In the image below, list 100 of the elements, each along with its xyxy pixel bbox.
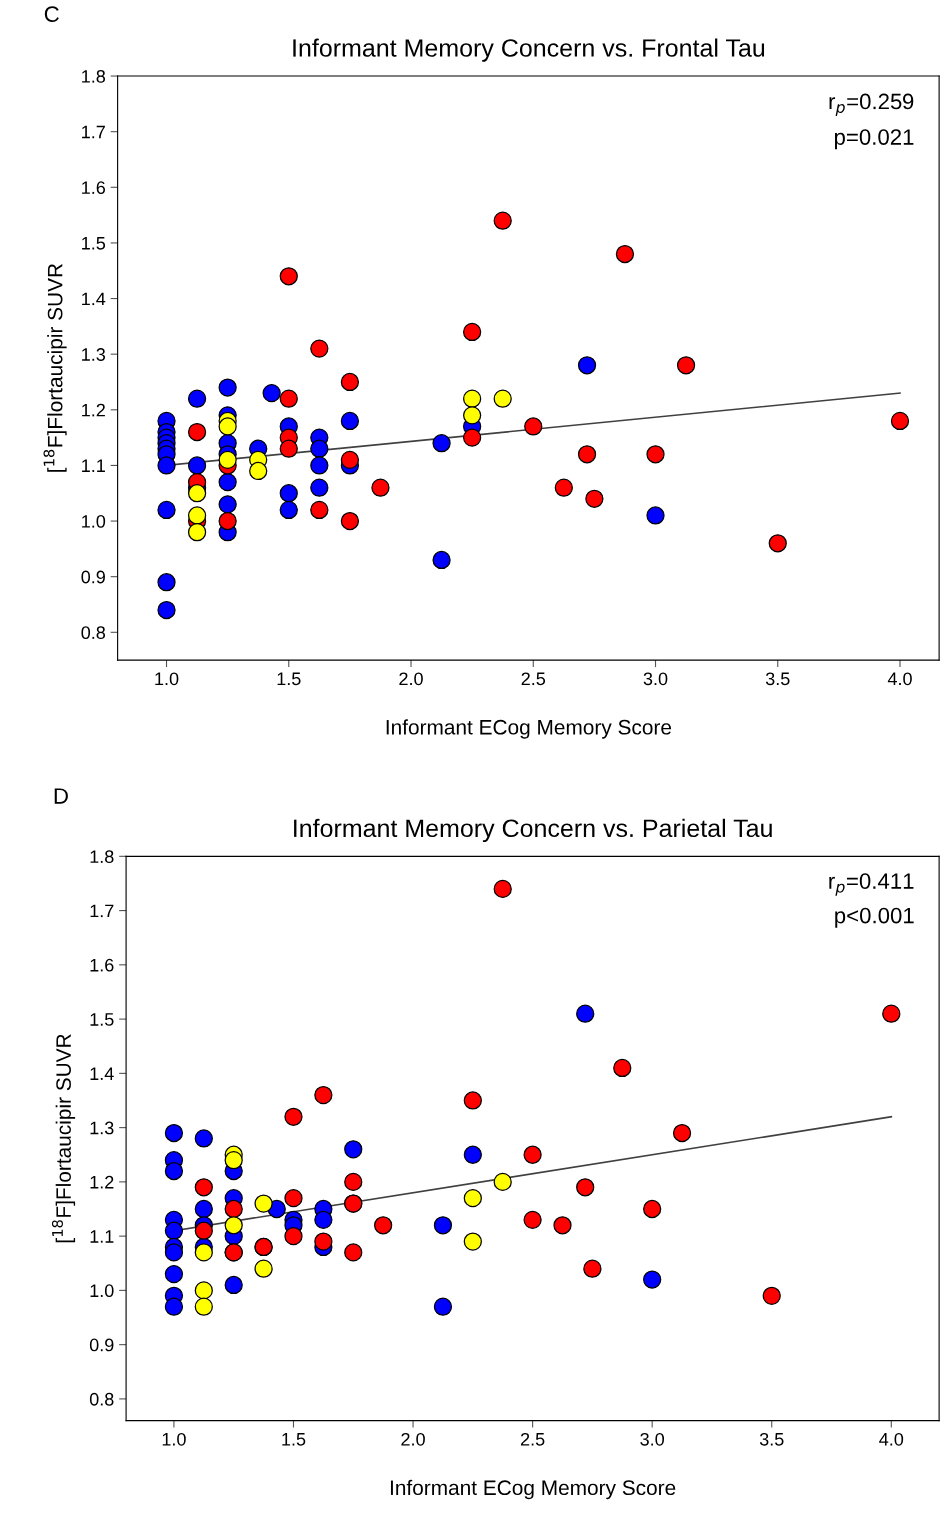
point bbox=[576, 1178, 595, 1197]
y-tick-label: 1.5 bbox=[82, 237, 106, 250]
x-tick-label: 3.5 bbox=[759, 1432, 784, 1446]
point bbox=[194, 1297, 213, 1316]
point bbox=[194, 1178, 213, 1197]
y-tick-label: 1.8 bbox=[82, 69, 106, 83]
point bbox=[284, 1107, 303, 1126]
text: C bbox=[44, 6, 59, 23]
point bbox=[187, 484, 207, 503]
point bbox=[340, 411, 360, 431]
point bbox=[493, 879, 512, 899]
point bbox=[254, 1259, 273, 1278]
point bbox=[463, 389, 482, 408]
point bbox=[463, 1232, 482, 1251]
point bbox=[218, 495, 237, 514]
point bbox=[218, 450, 237, 469]
point bbox=[585, 489, 604, 508]
point bbox=[433, 1297, 453, 1316]
point bbox=[314, 1232, 333, 1251]
chart-title: Informant Memory Concern vs. Frontal Tau bbox=[293, 38, 765, 62]
point bbox=[157, 500, 176, 520]
point bbox=[643, 1270, 662, 1289]
point bbox=[164, 1264, 184, 1284]
y-tick-label: 1.2 bbox=[90, 1175, 114, 1189]
y-tick-label: 1.5 bbox=[90, 1013, 114, 1026]
point bbox=[463, 406, 482, 425]
point bbox=[433, 1216, 453, 1235]
y-tick-label: 1.1 bbox=[90, 1230, 114, 1243]
point bbox=[762, 1286, 781, 1305]
point bbox=[284, 1227, 303, 1246]
point bbox=[187, 523, 207, 542]
point bbox=[463, 322, 482, 342]
y-tick-label: 0.8 bbox=[81, 626, 106, 640]
point bbox=[310, 500, 329, 520]
point bbox=[432, 550, 451, 570]
point bbox=[463, 1091, 482, 1110]
point bbox=[523, 1145, 542, 1164]
point bbox=[279, 267, 298, 286]
x-tick-label: 2.5 bbox=[521, 672, 546, 686]
point bbox=[279, 389, 298, 408]
point bbox=[374, 1216, 393, 1235]
point bbox=[768, 534, 787, 553]
annotation: r$_{p}$=0.259 bbox=[829, 93, 914, 116]
y-tick-label: 1.4 bbox=[82, 292, 106, 306]
point bbox=[314, 1210, 333, 1229]
point bbox=[340, 511, 360, 531]
point bbox=[194, 1281, 213, 1300]
y-tick-label: 1.6 bbox=[90, 958, 114, 972]
y-tick-label: 1.7 bbox=[82, 125, 105, 139]
point bbox=[254, 1194, 273, 1213]
point bbox=[340, 372, 360, 392]
point bbox=[432, 434, 451, 453]
text: D bbox=[54, 788, 68, 804]
x-tick-label: 4.0 bbox=[879, 1432, 904, 1446]
x-tick-label: 3.0 bbox=[643, 672, 668, 686]
point bbox=[164, 1123, 184, 1143]
x-axis-title: Informant ECog Memory Score bbox=[390, 1479, 676, 1500]
y-tick-label: 1.3 bbox=[90, 1121, 114, 1135]
point bbox=[157, 600, 176, 620]
point bbox=[279, 439, 298, 458]
point bbox=[194, 1199, 213, 1219]
point bbox=[463, 1145, 482, 1164]
point bbox=[187, 456, 207, 475]
point bbox=[643, 1199, 662, 1219]
point bbox=[262, 383, 281, 403]
point bbox=[576, 1004, 595, 1023]
point bbox=[493, 389, 512, 408]
point bbox=[284, 1189, 303, 1208]
point bbox=[194, 1129, 213, 1148]
x-tick-label: 1.0 bbox=[162, 1432, 186, 1446]
point bbox=[249, 461, 268, 481]
point bbox=[224, 1275, 243, 1295]
y-tick-label: 0.8 bbox=[89, 1392, 114, 1406]
point bbox=[194, 1221, 213, 1240]
y-tick-label: 0.9 bbox=[81, 570, 105, 584]
point bbox=[646, 506, 665, 525]
y-tick-label: 1.1 bbox=[82, 459, 105, 472]
annotation: p=0.021 bbox=[834, 129, 914, 150]
point bbox=[577, 445, 597, 464]
point bbox=[371, 478, 390, 497]
x-tick-label: 3.0 bbox=[640, 1432, 665, 1446]
point bbox=[310, 339, 329, 358]
point bbox=[164, 1161, 184, 1181]
x-axis-title: Informant ECog Memory Score bbox=[386, 719, 672, 739]
point bbox=[463, 1189, 482, 1208]
x-tick-label: 2.0 bbox=[401, 1432, 425, 1446]
point bbox=[194, 1243, 213, 1262]
y-tick-label: 1.7 bbox=[90, 904, 114, 918]
point bbox=[615, 244, 635, 264]
point bbox=[613, 1058, 632, 1078]
point bbox=[493, 1172, 512, 1192]
x-tick-label: 3.5 bbox=[765, 672, 790, 686]
y-axis-title: [$^{18}$F]Flortaucipir SUVR bbox=[51, 1034, 76, 1243]
y-tick-label: 1.4 bbox=[90, 1067, 114, 1080]
point bbox=[523, 1210, 542, 1229]
point bbox=[157, 456, 176, 475]
point bbox=[279, 484, 298, 503]
point bbox=[463, 428, 482, 447]
x-tick-label: 1.0 bbox=[155, 672, 179, 686]
x-tick-label: 4.0 bbox=[887, 672, 912, 686]
